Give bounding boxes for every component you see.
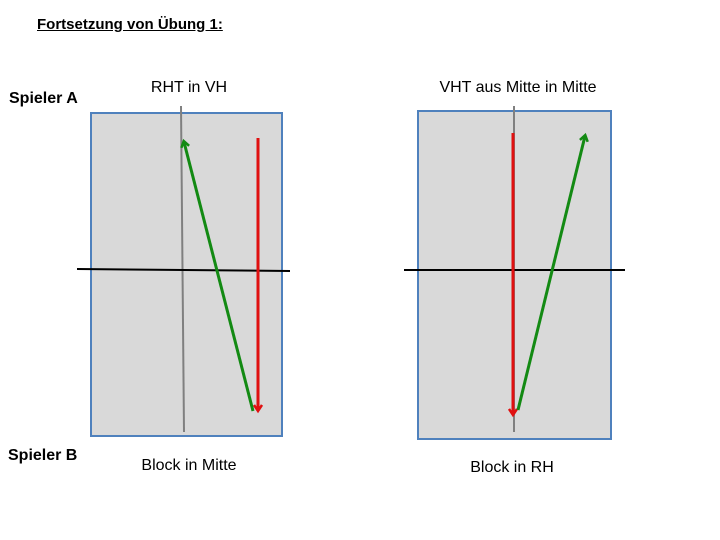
player-a-label: Spieler A — [9, 90, 78, 107]
diagram-2-title: VHT aus Mitte in Mitte — [439, 79, 597, 96]
player-b-label: Spieler B — [8, 447, 78, 464]
page-heading: Fortsetzung von Übung 1: — [37, 16, 223, 33]
table-left-net — [76, 268, 291, 272]
table-left — [76, 105, 291, 437]
diagram-1-title: RHT in VH — [150, 79, 228, 96]
table-right — [404, 106, 625, 440]
table-left-green-arrow — [184, 142, 255, 412]
table-right-green-arrow — [516, 136, 585, 411]
diagram-1-subtitle: Block in Mitte — [141, 457, 237, 474]
diagram-2-subtitle: Block in RH — [470, 459, 554, 476]
table-left-surface — [90, 112, 283, 437]
